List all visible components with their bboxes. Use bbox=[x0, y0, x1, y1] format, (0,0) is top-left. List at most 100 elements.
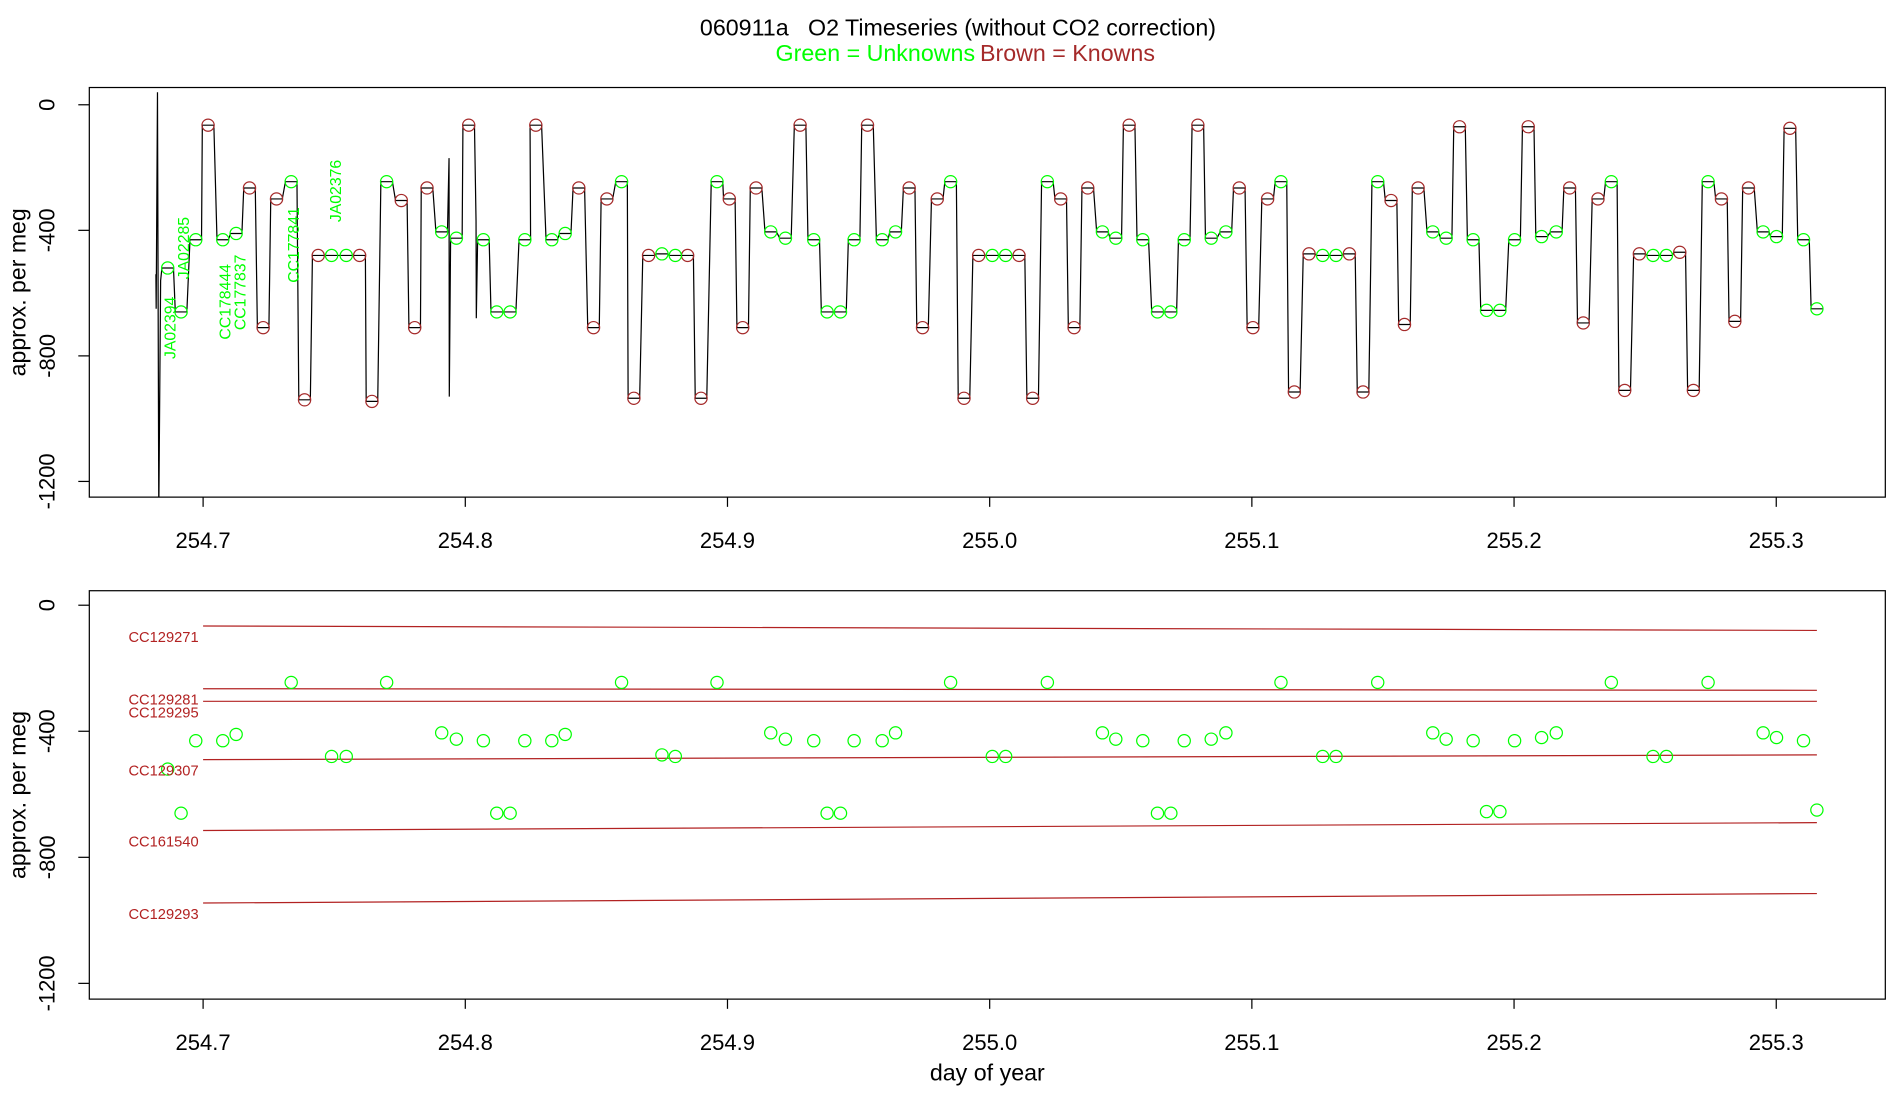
sample-marker bbox=[1204, 231, 1218, 245]
unknown-point bbox=[229, 727, 243, 742]
sample-marker bbox=[201, 118, 215, 132]
unknown-point bbox=[1136, 734, 1150, 748]
sample-marker bbox=[1452, 120, 1467, 134]
sample-marker bbox=[1136, 233, 1150, 247]
sample-marker bbox=[749, 181, 763, 195]
annotation: CC177841 bbox=[286, 207, 303, 283]
sample-marker bbox=[518, 233, 532, 247]
sample-marker bbox=[655, 247, 669, 261]
sample-marker bbox=[1728, 314, 1742, 329]
unknown-point bbox=[490, 806, 504, 820]
sample-marker bbox=[1356, 385, 1370, 399]
sample-marker bbox=[586, 320, 601, 335]
sample-marker bbox=[394, 193, 409, 208]
known-line bbox=[203, 625, 1817, 632]
sample-marker bbox=[915, 320, 930, 335]
sample-marker bbox=[943, 174, 958, 189]
sample-marker bbox=[1081, 181, 1095, 195]
unknown-point bbox=[1769, 730, 1784, 745]
unknown-point bbox=[764, 726, 778, 740]
unknown-point bbox=[1493, 804, 1507, 819]
unknown-point bbox=[888, 726, 903, 740]
sample-marker bbox=[1549, 225, 1563, 239]
unknown-point bbox=[1534, 730, 1549, 745]
sample-marker bbox=[860, 118, 875, 132]
unknown-point bbox=[1796, 734, 1811, 748]
trace-line bbox=[155, 92, 1823, 498]
unknown-point bbox=[1604, 675, 1619, 690]
unknown-point bbox=[1659, 749, 1674, 764]
sample-marker bbox=[1012, 248, 1026, 263]
sample-marker bbox=[572, 181, 586, 195]
unknown-point bbox=[1109, 732, 1123, 746]
known-line bbox=[203, 892, 1817, 904]
sample-marker bbox=[888, 225, 903, 239]
unknown-point bbox=[449, 732, 464, 746]
x-tick-label: 255.3 bbox=[1749, 1030, 1804, 1055]
y-axis-label: approx. per meg bbox=[5, 711, 31, 879]
known-label: CC129295 bbox=[128, 705, 198, 721]
unknown-point bbox=[668, 749, 683, 764]
sample-marker bbox=[764, 225, 778, 239]
plot-area bbox=[155, 92, 1824, 498]
unknown-point bbox=[778, 732, 793, 746]
sample-marker bbox=[627, 391, 641, 405]
x-tick-label: 255.1 bbox=[1224, 1030, 1279, 1055]
x-tick-label: 254.7 bbox=[176, 1030, 231, 1055]
unknown-point bbox=[476, 734, 491, 748]
known-line bbox=[203, 688, 1817, 691]
sample-marker bbox=[1562, 181, 1577, 195]
sample-marker bbox=[434, 225, 449, 239]
sample-marker bbox=[1810, 302, 1824, 316]
annotation: JA02394 bbox=[163, 296, 180, 359]
sample-marker bbox=[503, 305, 517, 319]
unknown-point bbox=[160, 762, 175, 776]
unknown-point bbox=[284, 675, 298, 690]
sample-marker bbox=[902, 181, 916, 195]
sample-marker bbox=[1095, 225, 1110, 239]
unknown-point bbox=[943, 675, 958, 690]
sample-marker bbox=[710, 174, 724, 189]
unknown-point bbox=[820, 806, 834, 820]
unknown-point bbox=[503, 806, 517, 820]
sample-marker bbox=[1604, 174, 1619, 189]
sample-marker bbox=[256, 320, 270, 335]
plot-frame bbox=[88, 86, 1886, 498]
sample-marker bbox=[1164, 305, 1178, 319]
sample-marker bbox=[216, 233, 230, 247]
sample-marker bbox=[1109, 231, 1123, 245]
sample-marker bbox=[694, 391, 708, 405]
known-label: CC129281 bbox=[128, 693, 198, 709]
unknown-point bbox=[379, 675, 394, 690]
sample-marker bbox=[1534, 229, 1549, 244]
known-line bbox=[203, 822, 1817, 832]
sample-marker bbox=[1287, 385, 1302, 399]
unknown-point bbox=[1646, 749, 1660, 764]
sample-marker bbox=[1219, 225, 1233, 239]
unknown-point bbox=[1756, 726, 1770, 740]
sample-marker bbox=[957, 391, 971, 405]
sample-marker bbox=[820, 305, 834, 319]
sample-marker bbox=[1397, 317, 1412, 332]
unknown-point bbox=[1219, 726, 1233, 740]
sample-marker bbox=[1617, 383, 1632, 398]
sample-marker bbox=[1025, 391, 1040, 405]
x-tick-label: 255.2 bbox=[1487, 528, 1542, 553]
sample-marker bbox=[1466, 233, 1480, 247]
sample-marker bbox=[284, 174, 298, 189]
x-tick-label: 254.9 bbox=[700, 528, 755, 553]
annotation: JA02285 bbox=[176, 217, 193, 280]
known-label: CC129293 bbox=[128, 907, 198, 923]
unknown-point bbox=[1701, 675, 1715, 690]
sample-marker bbox=[1384, 193, 1398, 208]
annotation: CC178444 bbox=[218, 264, 235, 340]
sample-marker bbox=[998, 248, 1013, 263]
x-tick-label: 254.8 bbox=[438, 528, 493, 553]
x-tick-label: 255.2 bbox=[1487, 1030, 1542, 1055]
unknown-point bbox=[1095, 726, 1110, 740]
x-tick-label: 255.0 bbox=[962, 1030, 1017, 1055]
sample-marker bbox=[160, 261, 175, 275]
unknown-point bbox=[1466, 734, 1480, 748]
unknown-point bbox=[1329, 749, 1343, 764]
sample-marker bbox=[1191, 118, 1205, 132]
